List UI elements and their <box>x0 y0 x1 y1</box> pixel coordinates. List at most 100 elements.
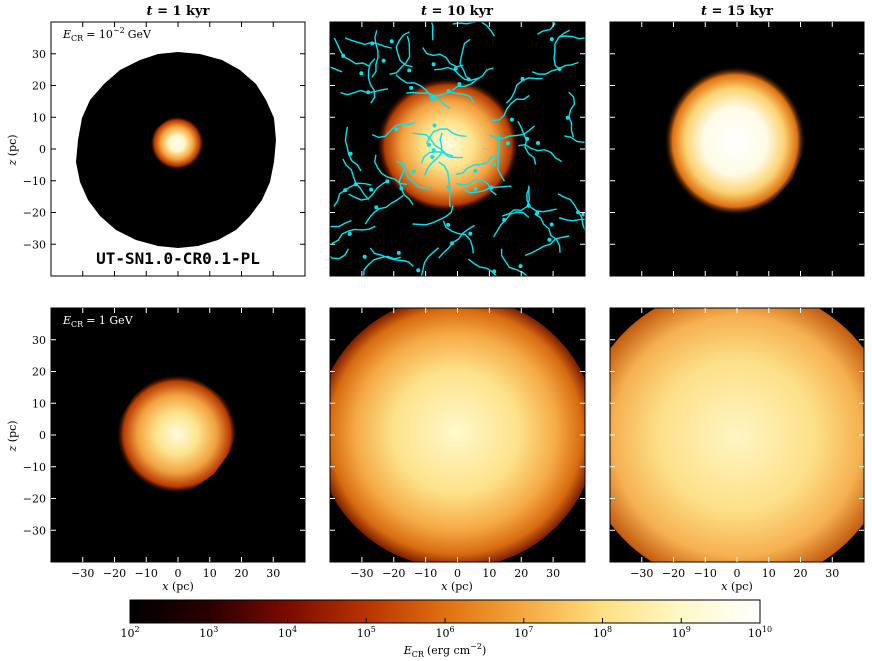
y-tick-label: 0 <box>39 143 46 156</box>
x-tick-label: 20 <box>794 567 808 580</box>
energy-label-row1: ECR = 10−2 GeV <box>62 26 152 43</box>
y-tick-label: −30 <box>23 238 46 251</box>
streamline-arrow <box>407 68 412 73</box>
streamline <box>492 211 530 238</box>
streamline-arrow <box>549 222 554 227</box>
streamline <box>455 154 499 176</box>
streamline <box>420 247 440 276</box>
streamline <box>412 132 454 157</box>
streamline <box>348 179 390 201</box>
streamline-arrow <box>427 142 431 147</box>
streamline-arrow <box>591 30 595 34</box>
streamline <box>526 186 557 213</box>
streamline <box>333 37 370 67</box>
colorbar-tick-label: 104 <box>278 625 297 640</box>
streamline-arrow <box>505 141 510 146</box>
y-tick-label: 30 <box>32 334 46 347</box>
x-tick-label: 10 <box>762 567 776 580</box>
streamline-arrow <box>431 148 436 153</box>
x-tick-label: −30 <box>350 567 373 580</box>
streamline-arrow <box>430 155 435 159</box>
x-tick-label: 30 <box>266 567 280 580</box>
streamline <box>330 248 350 260</box>
colorbar-ticks: 102 103 104 105 106 107 108 109 1010 <box>120 618 772 640</box>
colorbar-tick-label: 109 <box>672 625 691 640</box>
streamline-arrow <box>502 217 507 222</box>
streamline <box>420 151 463 164</box>
column-title-1: t = 1 kyr <box>147 4 210 19</box>
streamline-arrow <box>466 77 471 82</box>
streamline-arrow <box>366 90 371 95</box>
y-tick-label: 10 <box>32 397 46 410</box>
x-tick-label: 0 <box>175 567 182 580</box>
colorbar: 102 103 104 105 106 107 108 109 1010 ECR (erg cm−… <box>120 599 772 659</box>
y-tick-label: −30 <box>23 524 46 537</box>
streamline-arrow <box>369 187 374 192</box>
colorbar-tick-label: 103 <box>199 625 218 640</box>
streamline-arrow <box>473 186 478 191</box>
x-tick-label: −30 <box>71 567 94 580</box>
x-tick-label: 30 <box>546 567 560 580</box>
cr-energy-cloud <box>330 308 585 562</box>
panel-bottom-right <box>610 308 864 562</box>
x-tick-label: −10 <box>414 567 437 580</box>
streamline-arrow <box>381 58 386 63</box>
streamline <box>534 213 561 253</box>
streamline-arrow <box>431 62 436 67</box>
streamline <box>344 37 392 49</box>
x-tick-label: −10 <box>694 567 717 580</box>
colorbar-tick-label: 105 <box>357 625 376 640</box>
streamline-arrow <box>389 39 394 44</box>
colorbar-tick-label: 107 <box>514 625 533 640</box>
streamline <box>455 178 497 196</box>
streamline <box>451 67 494 91</box>
streamline <box>429 91 475 103</box>
streamline <box>333 182 372 207</box>
streamline-arrow <box>549 37 554 42</box>
streamline-arrow <box>348 151 353 156</box>
streamline-arrow <box>565 115 570 120</box>
streamline-arrow <box>347 231 352 236</box>
streamline <box>396 160 433 189</box>
streamline-arrow <box>341 53 346 58</box>
streamline <box>340 88 389 96</box>
streamline-arrow <box>409 85 414 90</box>
streamline-arrow <box>396 250 401 255</box>
streamline-arrow <box>399 186 404 191</box>
streamline <box>524 235 570 257</box>
x-tick-label: −20 <box>103 567 126 580</box>
streamline <box>489 125 536 140</box>
streamline <box>438 224 475 259</box>
cr-energy-cloud <box>664 66 806 216</box>
streamline-arrow <box>359 71 364 76</box>
streamline-arrow <box>318 220 322 224</box>
streamline <box>331 225 376 245</box>
streamline-arrow <box>374 205 379 210</box>
streamline-arrow <box>581 212 585 217</box>
column-title-3: t = 15 kyr <box>701 4 773 19</box>
streamline-arrow <box>446 89 451 94</box>
streamline-arrow <box>535 211 540 215</box>
run-label: UT-SN1.0-CR0.1-PL <box>96 249 260 268</box>
x-axis-label-3: x (pc) <box>721 580 753 593</box>
x-axis-label-1: x (pc) <box>162 580 194 593</box>
streamline <box>389 35 411 75</box>
streamline <box>422 47 464 68</box>
streamline <box>430 22 434 41</box>
streamline <box>363 255 401 276</box>
streamline-arrow <box>549 14 553 18</box>
x-tick-label: −20 <box>382 567 405 580</box>
streamline-arrow <box>362 254 367 259</box>
panel-top-left <box>51 22 305 276</box>
streamline-arrow <box>593 131 597 135</box>
streamline <box>425 128 467 145</box>
x-axis-label-2: x (pc) <box>441 580 473 593</box>
streamline <box>557 193 585 232</box>
magnetic-streamlines <box>318 14 597 276</box>
streamline <box>395 31 413 68</box>
streamline-arrow <box>453 66 458 71</box>
streamline-arrow <box>343 188 348 193</box>
x-tick-label: −30 <box>630 567 653 580</box>
colorbar-tick-label: 1010 <box>748 625 772 640</box>
y-tick-label: 0 <box>39 429 46 442</box>
